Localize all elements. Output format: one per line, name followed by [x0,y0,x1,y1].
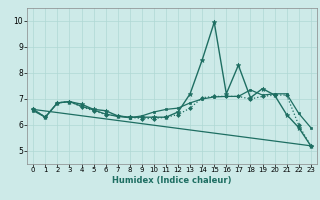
X-axis label: Humidex (Indice chaleur): Humidex (Indice chaleur) [112,176,232,185]
